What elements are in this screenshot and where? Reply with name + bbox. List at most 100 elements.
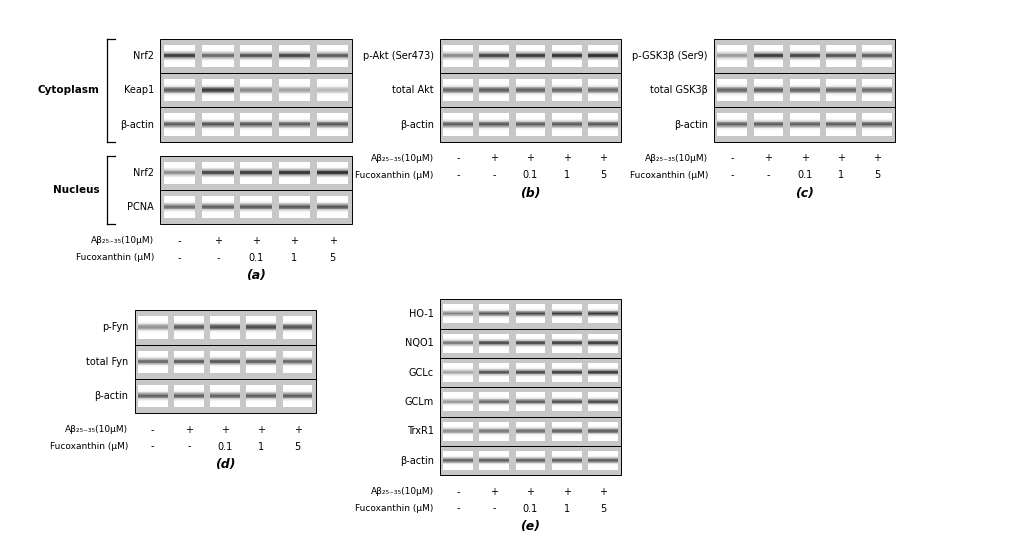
- Bar: [588, 316, 618, 317]
- Bar: [717, 119, 747, 120]
- Bar: [443, 401, 473, 402]
- Text: 0.1: 0.1: [523, 504, 538, 514]
- Bar: [552, 59, 582, 60]
- Bar: [317, 100, 349, 101]
- Bar: [714, 107, 895, 142]
- Bar: [588, 452, 618, 453]
- Bar: [283, 404, 313, 405]
- Bar: [552, 66, 582, 67]
- Bar: [862, 131, 892, 132]
- Bar: [443, 48, 473, 49]
- Bar: [479, 380, 509, 381]
- Bar: [515, 89, 545, 90]
- Bar: [790, 97, 820, 98]
- Bar: [826, 58, 856, 59]
- Bar: [552, 119, 582, 120]
- Bar: [588, 433, 618, 434]
- Bar: [552, 430, 582, 431]
- Bar: [210, 366, 240, 367]
- Bar: [278, 212, 310, 213]
- Bar: [790, 119, 820, 120]
- Bar: [552, 439, 582, 440]
- Bar: [443, 347, 473, 348]
- Bar: [246, 335, 276, 336]
- Bar: [479, 59, 509, 60]
- Bar: [862, 80, 892, 81]
- Bar: [278, 94, 310, 95]
- Bar: [202, 166, 234, 167]
- Bar: [826, 79, 856, 80]
- Bar: [174, 325, 204, 326]
- Bar: [515, 335, 545, 336]
- Bar: [479, 314, 509, 315]
- Bar: [714, 73, 895, 107]
- Bar: [717, 97, 747, 98]
- Bar: [278, 207, 310, 208]
- Bar: [588, 79, 618, 80]
- Bar: [240, 129, 272, 130]
- Bar: [479, 437, 509, 438]
- Bar: [515, 396, 545, 397]
- Bar: [479, 451, 509, 452]
- Bar: [588, 365, 618, 366]
- Bar: [588, 308, 618, 309]
- Bar: [862, 96, 892, 97]
- Bar: [164, 82, 196, 83]
- Bar: [552, 455, 582, 456]
- Bar: [515, 308, 545, 309]
- Bar: [515, 352, 545, 353]
- Bar: [210, 331, 240, 332]
- Bar: [283, 351, 313, 352]
- Bar: [283, 366, 313, 367]
- Bar: [174, 335, 204, 336]
- Bar: [515, 408, 545, 409]
- Bar: [240, 117, 272, 118]
- Bar: [588, 54, 618, 55]
- Bar: [278, 91, 310, 92]
- Bar: [240, 94, 272, 95]
- Bar: [790, 53, 820, 54]
- Bar: [552, 315, 582, 316]
- Bar: [164, 172, 196, 173]
- Bar: [515, 406, 545, 407]
- Bar: [552, 422, 582, 423]
- Bar: [826, 116, 856, 117]
- Bar: [717, 47, 747, 48]
- Bar: [588, 376, 618, 377]
- Bar: [240, 169, 272, 170]
- Bar: [138, 334, 168, 335]
- Bar: [278, 62, 310, 63]
- Bar: [174, 392, 204, 393]
- Bar: [717, 91, 747, 92]
- Bar: [164, 83, 196, 84]
- Bar: [317, 162, 349, 163]
- Bar: [210, 352, 240, 353]
- Bar: [515, 312, 545, 313]
- Bar: [552, 98, 582, 99]
- Bar: [240, 64, 272, 65]
- Bar: [552, 347, 582, 348]
- Bar: [246, 389, 276, 390]
- Bar: [440, 39, 621, 73]
- Bar: [515, 334, 545, 335]
- Bar: [443, 394, 473, 395]
- Bar: [317, 198, 349, 199]
- Bar: [717, 123, 747, 124]
- Bar: [164, 85, 196, 86]
- Bar: [317, 127, 349, 129]
- Bar: [826, 63, 856, 64]
- Bar: [552, 45, 582, 47]
- Bar: [552, 438, 582, 439]
- Bar: [246, 321, 276, 322]
- Bar: [443, 91, 473, 92]
- Bar: [240, 212, 272, 213]
- Bar: [138, 353, 168, 355]
- Bar: [240, 209, 272, 210]
- Bar: [278, 100, 310, 101]
- Bar: [826, 88, 856, 89]
- Bar: [588, 423, 618, 424]
- Bar: [588, 80, 618, 81]
- Bar: [240, 115, 272, 116]
- Bar: [283, 402, 313, 403]
- Bar: [552, 463, 582, 464]
